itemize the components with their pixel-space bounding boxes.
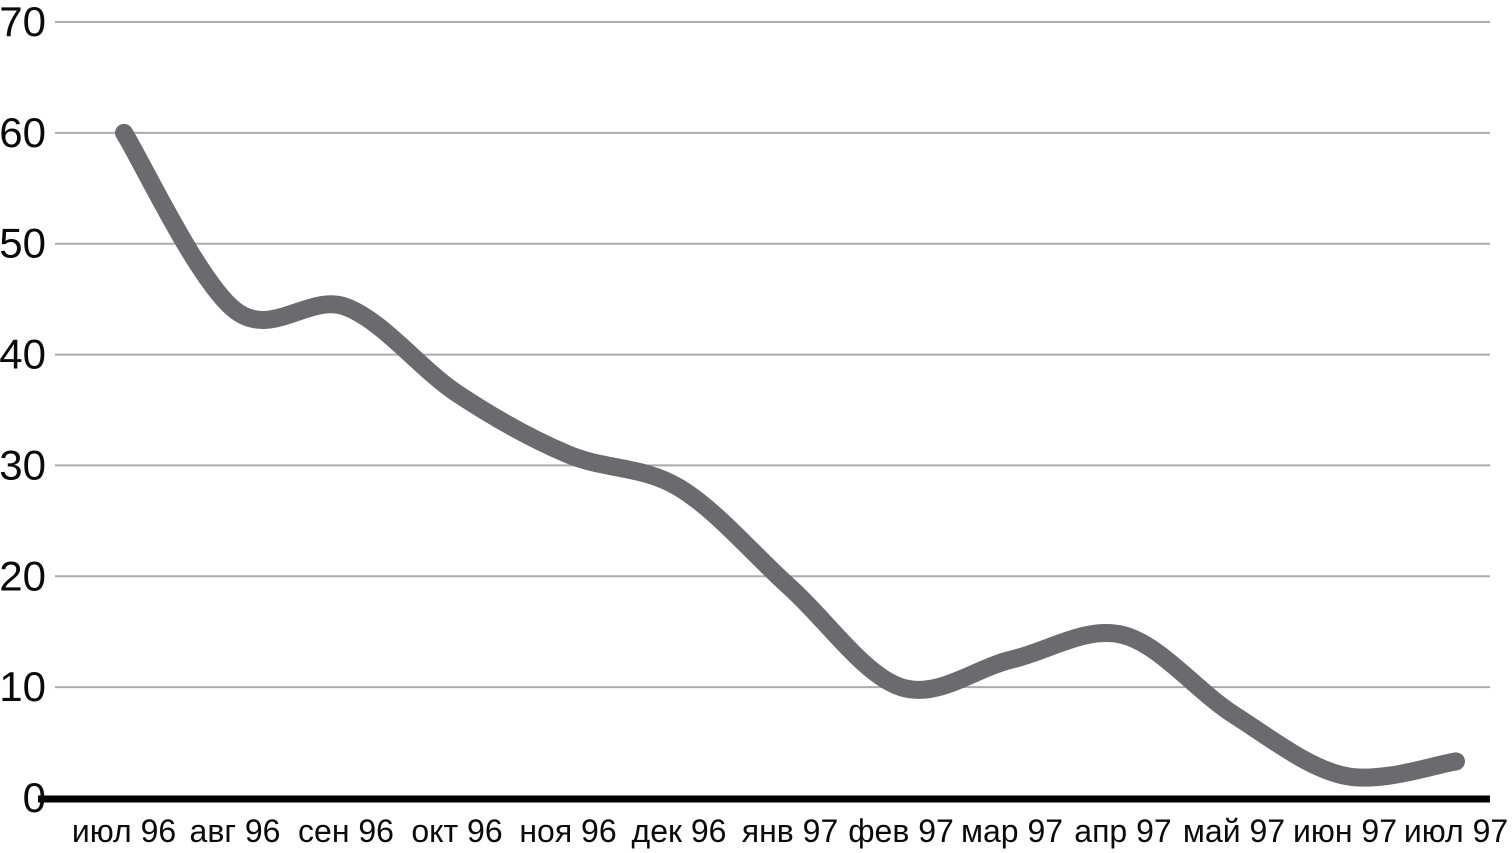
x-axis-label: сен 96 [298, 813, 394, 849]
x-axis-label: фев 97 [848, 813, 954, 849]
y-axis-tick-label: 70 [0, 0, 46, 45]
y-axis-tick-label: 60 [0, 109, 46, 156]
x-axis-label: дек 96 [632, 813, 727, 849]
y-axis-tick-label: 30 [0, 441, 46, 488]
x-axis-labels-group: июл 96 авг 96 сен 96 окт 96 ноя 96 дек 96 янв … [72, 813, 1508, 849]
data-series-line [115, 123, 1465, 787]
y-axis-tick-label: 20 [0, 552, 46, 599]
y-axis-tick-label: 10 [0, 663, 46, 710]
gridlines-group [55, 21, 1490, 689]
y-axis-tick-label: 50 [0, 220, 46, 267]
x-axis-label: июл 97 [1404, 813, 1508, 849]
x-axis-label: июн 97 [1293, 813, 1397, 849]
x-axis-label: авг 96 [190, 813, 281, 849]
x-axis-label: янв 97 [742, 813, 838, 849]
x-axis-label: ноя 96 [519, 813, 616, 849]
x-axis-label: май 97 [1183, 813, 1285, 849]
y-axis-tick-label: 40 [0, 331, 46, 378]
y-axis-tick-label: 0 [23, 774, 46, 821]
x-axis-label: окт 96 [411, 813, 502, 849]
y-axis-labels-group: 0 10 20 30 40 50 60 70 [0, 0, 46, 821]
x-axis-label: мар 97 [961, 813, 1063, 849]
x-axis-label: июл 96 [72, 813, 176, 849]
x-axis-label: апр 97 [1074, 813, 1171, 849]
series-group [115, 123, 1465, 787]
